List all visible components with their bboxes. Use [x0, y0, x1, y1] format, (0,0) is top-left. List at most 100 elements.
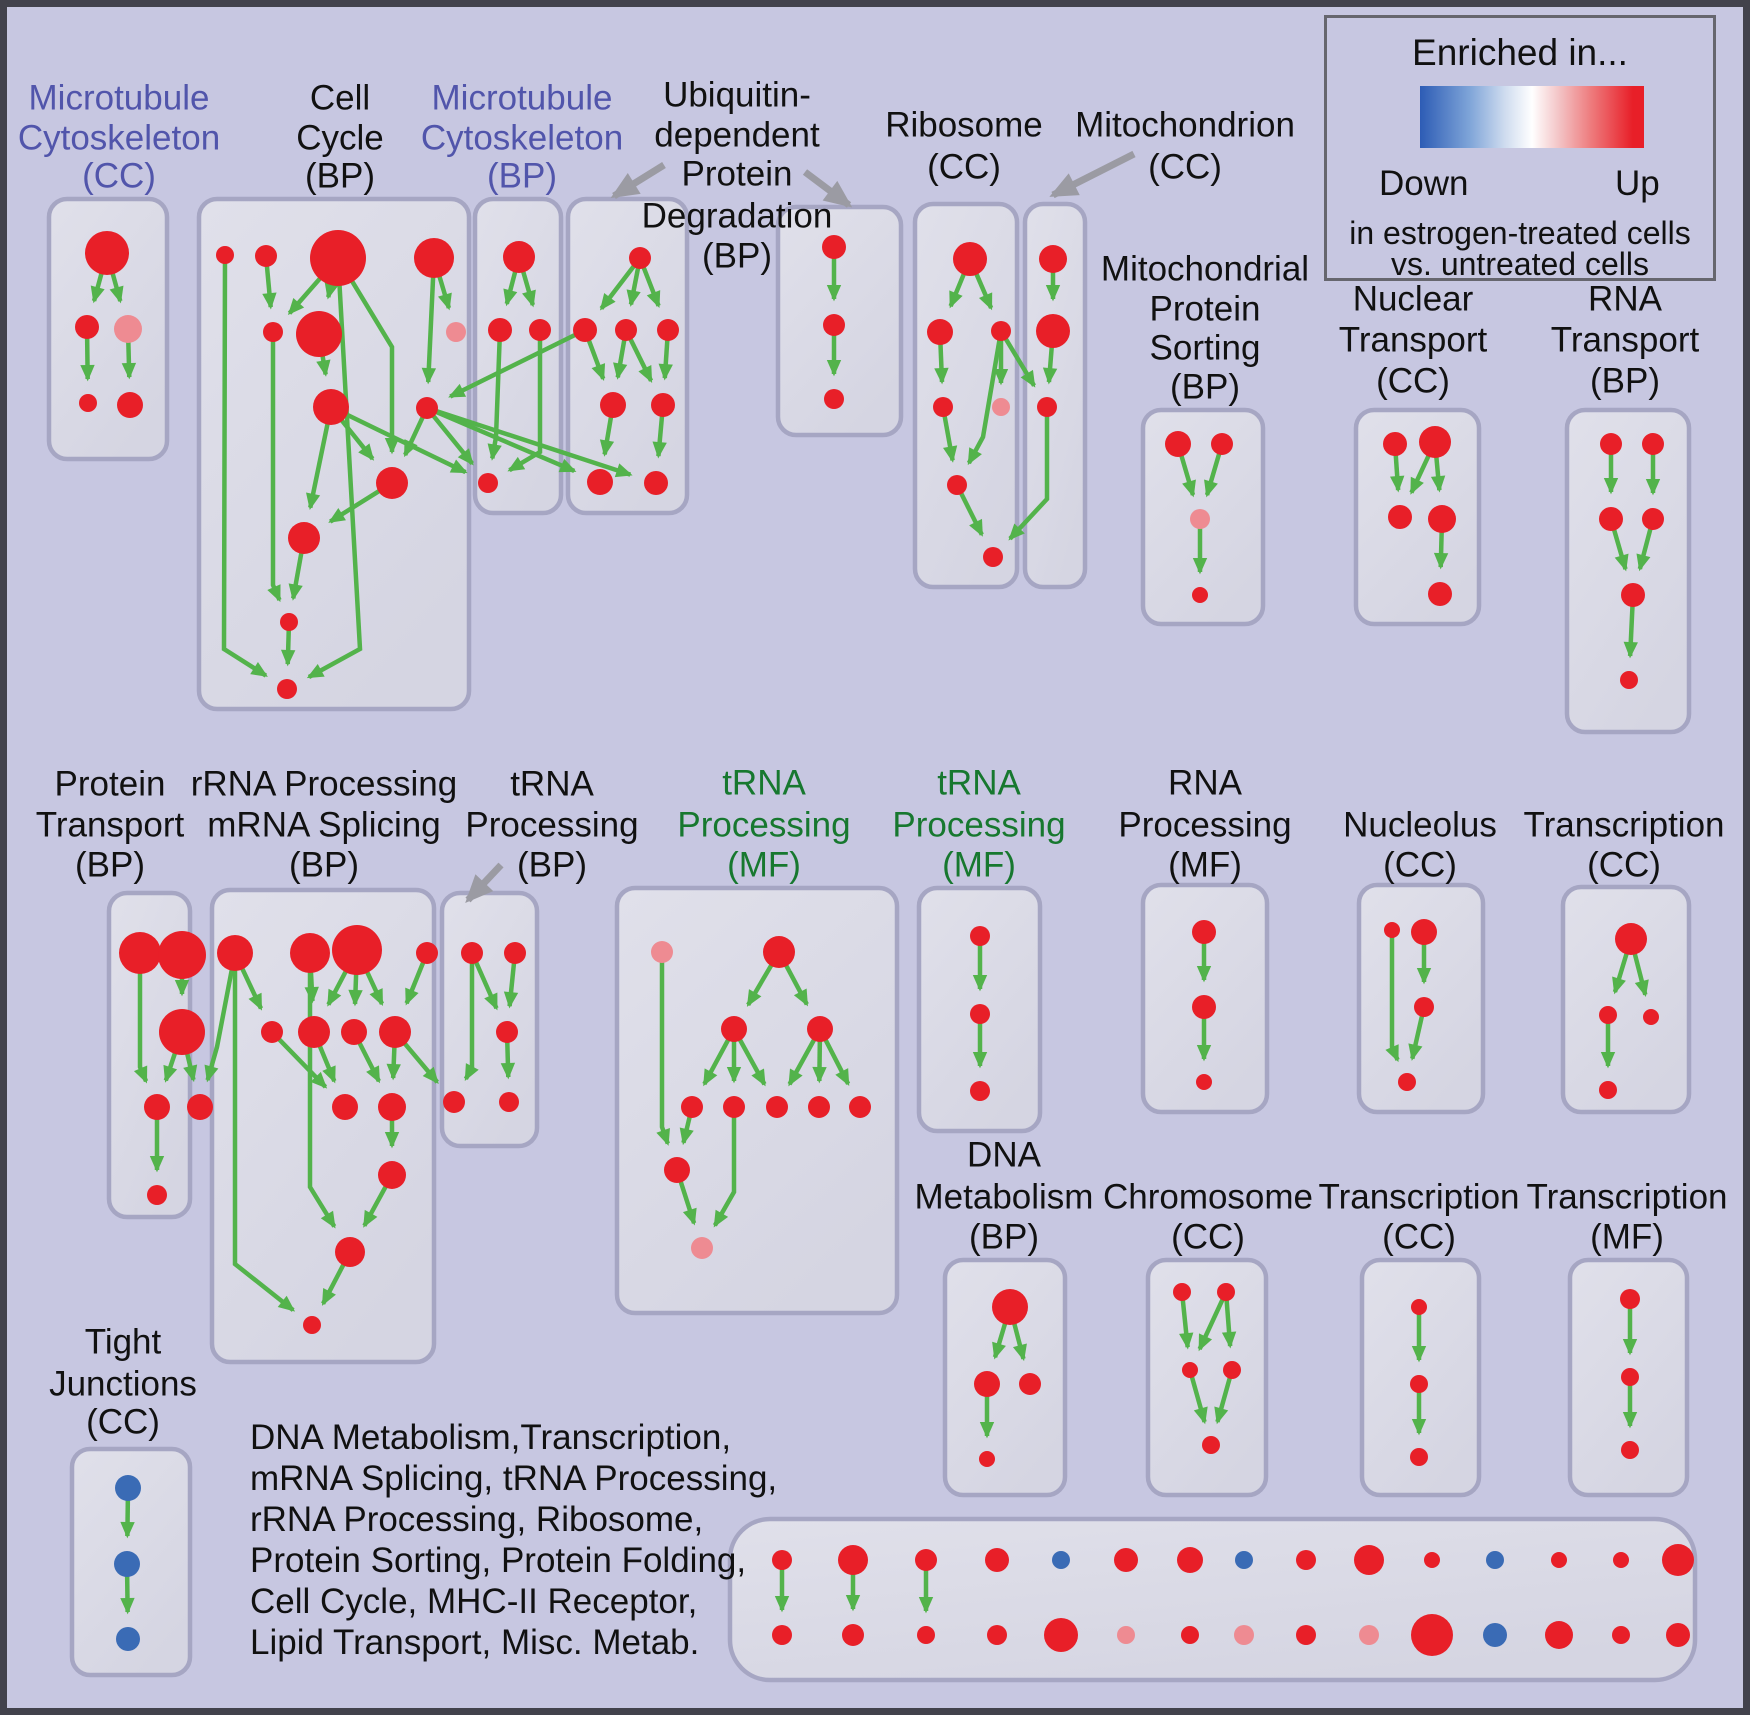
- edge-arrow: [1197, 1298, 1225, 1352]
- cluster-box-rrna: [209, 887, 437, 1365]
- go-term-node: [1388, 505, 1412, 529]
- go-term-node: [1428, 582, 1452, 606]
- legend-up-label: Up: [1615, 164, 1660, 203]
- go-term-node: [529, 319, 551, 341]
- legend-subtitle-2: vs. untreated cells: [1391, 246, 1649, 282]
- go-term-node: [651, 393, 675, 417]
- edge-arrow: [679, 1116, 694, 1146]
- edge-arrow: [324, 281, 339, 300]
- cluster-label-ubiq: Degradation: [642, 197, 833, 236]
- edge-arrow: [626, 267, 641, 307]
- edge-arrow: [306, 423, 330, 510]
- go-term-node: [1192, 920, 1216, 944]
- edge-arrow: [435, 409, 577, 474]
- cluster-label-pt: (BP): [75, 846, 145, 885]
- cluster-label-trnamf1: (MF): [727, 846, 801, 885]
- cluster-label-nt: Transport: [1339, 321, 1488, 360]
- cluster-label-cc: (BP): [305, 157, 375, 196]
- edge-arrow: [599, 416, 615, 457]
- go-term-node: [1615, 923, 1647, 955]
- cluster-label-mtbp: Microtubule: [432, 79, 613, 118]
- cluster-label-chrom: (CC): [1171, 1218, 1245, 1257]
- go-term-node: [1621, 1441, 1639, 1459]
- edge-arrow: [1385, 937, 1400, 1063]
- edge-arrow: [1042, 346, 1058, 385]
- go-term-node: [1192, 587, 1208, 603]
- go-term-node: [1114, 1548, 1138, 1572]
- cluster-label-rnap: (MF): [1168, 846, 1242, 885]
- go-term-node: [379, 1016, 411, 1048]
- cluster-label-trnamf2: tRNA: [937, 764, 1021, 803]
- go-term-node: [915, 1549, 937, 1571]
- edge-arrow: [784, 964, 809, 1007]
- edge-arrow: [431, 414, 474, 466]
- go-term-node: [443, 1091, 465, 1113]
- go-term-node: [288, 522, 320, 554]
- go-term-node: [992, 1289, 1028, 1325]
- go-term-node: [807, 1016, 833, 1042]
- edge-arrow: [277, 1037, 328, 1089]
- cluster-label-tj: Tight: [85, 1323, 162, 1362]
- edge-arrow: [221, 262, 268, 678]
- edge-arrow: [737, 1038, 767, 1087]
- go-term-node: [488, 318, 512, 342]
- go-term-node: [838, 1545, 868, 1575]
- edge-arrow: [437, 275, 452, 311]
- go-term-node: [147, 1185, 167, 1205]
- go-term-node: [766, 1096, 788, 1118]
- cluster-label-nucl: (CC): [1383, 846, 1457, 885]
- edge-arrow: [345, 412, 468, 475]
- callout-arrow: [1049, 150, 1136, 199]
- go-term-node: [341, 1019, 367, 1045]
- go-term-node: [824, 389, 844, 409]
- go-term-node: [115, 1475, 141, 1501]
- edge-arrow: [1632, 952, 1649, 998]
- go-term-node: [1296, 1550, 1316, 1570]
- go-term-node: [277, 679, 297, 699]
- cluster-label-rnat: RNA: [1588, 280, 1663, 319]
- cluster-label-trnamf2: (MF): [942, 846, 1016, 885]
- cluster-label-dnamet: DNA: [967, 1136, 1042, 1175]
- go-term-node: [1173, 1283, 1191, 1301]
- go-term-node: [416, 397, 438, 419]
- cluster-label-trnabp: Processing: [465, 806, 638, 845]
- cluster-label-chrom: Chromosome: [1103, 1178, 1313, 1217]
- go-term-node: [1052, 1551, 1070, 1569]
- go-term-node: [159, 1009, 205, 1055]
- edge-arrow: [1636, 528, 1653, 572]
- edge-arrow: [386, 1046, 401, 1081]
- go-term-node: [600, 392, 626, 418]
- edge-arrow: [109, 272, 124, 304]
- go-term-node: [263, 322, 283, 342]
- edge-arrow: [678, 1180, 697, 1226]
- go-term-node: [75, 315, 99, 339]
- go-term-node: [1600, 433, 1622, 455]
- edge-arrow: [80, 337, 95, 382]
- go-term-node: [629, 247, 651, 269]
- go-term-node: [187, 1094, 213, 1120]
- go-term-node: [217, 935, 253, 971]
- go-term-node: [917, 1626, 935, 1644]
- go-term-node: [651, 941, 673, 963]
- go-term-node: [1621, 1368, 1639, 1386]
- edge-arrow: [787, 1038, 817, 1087]
- cluster-label-mps: Mitochondrial: [1101, 250, 1309, 289]
- edge-arrow: [503, 962, 519, 1009]
- go-term-node: [119, 932, 161, 974]
- edge-arrow: [959, 492, 984, 537]
- cluster-label-mtbp: (BP): [487, 157, 557, 196]
- edge-arrow: [500, 1041, 516, 1080]
- go-term-node: [1620, 1289, 1640, 1309]
- go-term-node: [335, 1237, 365, 1267]
- cluster-label-trcc2: (CC): [1587, 846, 1661, 885]
- edge-arrow: [1189, 1376, 1208, 1425]
- cluster-label-trnamf1: Processing: [677, 806, 850, 845]
- go-term-node: [721, 1016, 747, 1042]
- cluster-label-mps: (BP): [1170, 368, 1240, 407]
- cluster-label-cc: Cell: [310, 79, 370, 118]
- cluster-label-mps: Protein: [1150, 290, 1261, 329]
- go-term-node: [376, 467, 408, 499]
- edge-arrow: [702, 1038, 731, 1087]
- cluster-label-nt: Nuclear: [1353, 280, 1474, 319]
- go-term-node: [378, 1161, 406, 1189]
